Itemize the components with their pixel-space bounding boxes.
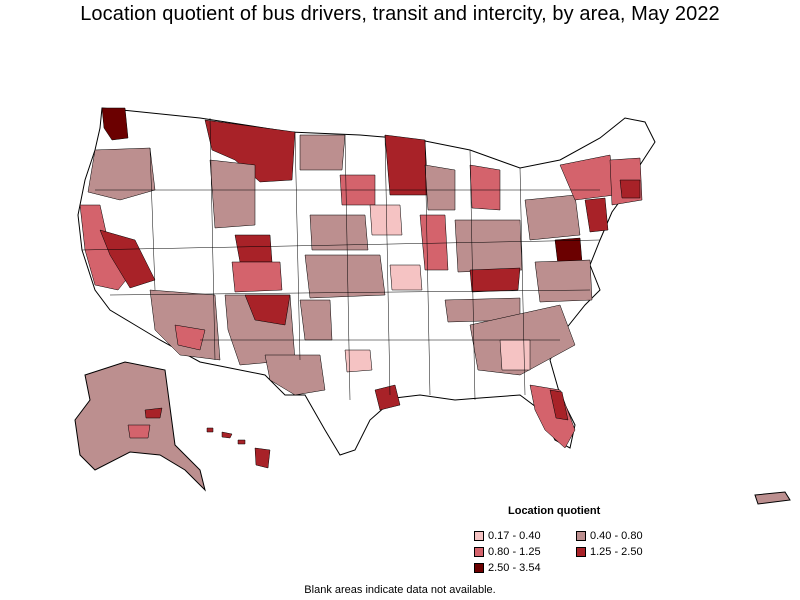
region-wyoming [209, 159, 256, 229]
region-boston [619, 179, 641, 199]
region-alaska-fairbanks [127, 424, 151, 439]
legend-label-1: 0.17 - 0.40 [488, 530, 541, 542]
region-mississippi-light [344, 349, 373, 373]
region-puerto-rico [754, 491, 791, 505]
legend-label-4: 1.25 - 2.50 [590, 546, 643, 558]
state-borders [81, 117, 601, 401]
legend-swatch-3 [474, 547, 484, 557]
region-new-mexico-north [244, 294, 291, 326]
region-kansas [304, 254, 386, 299]
legend-swatch-4 [576, 547, 586, 557]
region-colorado [234, 234, 273, 263]
map-title: Location quotient of bus drivers, transi… [80, 3, 720, 25]
legend-swatch-5 [474, 563, 484, 573]
region-virginia [534, 259, 593, 303]
legend-item-2: 0.40 - 0.80 [576, 530, 643, 542]
region-arizona [149, 289, 221, 361]
region-michigan [469, 164, 501, 211]
footnote: Blank areas indicate data not available. [304, 584, 496, 596]
region-florida-east [549, 389, 569, 421]
legend-item-4: 1.25 - 2.50 [576, 546, 643, 558]
legend-swatch-1 [474, 531, 484, 541]
region-kentucky [469, 267, 521, 293]
region-texas-north [299, 299, 333, 341]
region-arizona-south [174, 324, 206, 351]
region-seattle [101, 107, 129, 141]
region-california-central [99, 229, 156, 289]
region-minnesota [384, 134, 429, 196]
region-texas-houston [374, 384, 401, 411]
region-pennsylvania [524, 194, 581, 241]
legend-item-5: 2.50 - 3.54 [474, 562, 541, 574]
region-illinois [419, 214, 449, 271]
region-california [79, 204, 131, 291]
legend-item-1: 0.17 - 0.40 [474, 530, 541, 542]
region-missouri [389, 264, 423, 291]
region-north-dakota [299, 134, 346, 171]
region-new-jersey-nyc [584, 197, 609, 233]
legend-label-3: 0.80 - 1.25 [488, 546, 541, 558]
legend-label-2: 0.40 - 0.80 [590, 530, 643, 542]
region-colorado-south [231, 261, 283, 293]
region-georgia-light [499, 339, 531, 371]
region-hawaii [206, 427, 271, 469]
region-texas-west [264, 354, 326, 396]
legend-label-5: 2.50 - 3.54 [488, 562, 541, 574]
region-wisconsin [424, 164, 456, 211]
legend-title: Location quotient [508, 505, 601, 517]
region-ohio-indiana [454, 219, 523, 273]
legend-swatch-2 [576, 531, 586, 541]
legend-item-3: 0.80 - 1.25 [474, 546, 541, 558]
region-iowa [369, 204, 403, 236]
region-oregon [87, 147, 156, 201]
region-alaska-anchorage [144, 407, 163, 419]
map-regions [79, 107, 643, 449]
